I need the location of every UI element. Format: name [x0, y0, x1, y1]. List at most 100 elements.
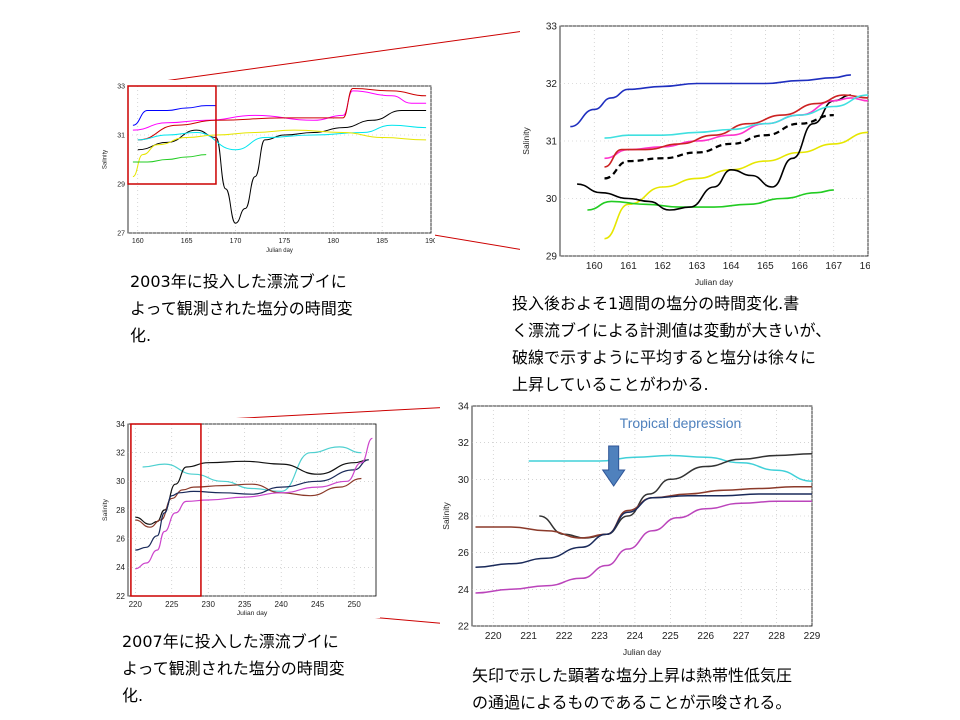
series-line: [570, 74, 851, 128]
series-line: [528, 454, 812, 482]
series-group: [135, 437, 373, 570]
caption-line: 上昇していることがわかる.: [512, 375, 709, 394]
y-axis-label: Salinity: [102, 150, 108, 169]
x-tick-label: 225: [662, 631, 679, 642]
series-line: [475, 500, 812, 594]
x-tick-label: 224: [627, 631, 644, 642]
x-tick-label: 222: [556, 631, 573, 642]
x-tick-label: 229: [804, 631, 820, 642]
caption-line: 2003年に投入した漂流ブイに: [130, 272, 347, 291]
series-line: [132, 154, 207, 163]
x-tick-label: 160: [132, 238, 144, 245]
series-line: [142, 446, 362, 492]
x-axis-label: Julian day: [237, 610, 268, 617]
series-line: [475, 493, 812, 569]
x-tick-label: 245: [311, 600, 325, 609]
caption-2003-full: 2003年に投入した漂流ブイに よって観測された塩分の時間変 化.: [130, 268, 353, 349]
y-tick-label: 24: [116, 563, 125, 572]
series-line: [604, 94, 868, 139]
chart-2003-full: 160 165 170 175 180 185 190 27 29 31 33 Julian day S…: [100, 80, 435, 255]
x-tick-label: 165: [757, 261, 774, 272]
series-group: [570, 74, 868, 240]
y-tick-label: 34: [458, 402, 470, 413]
y-tick-label: 30: [458, 475, 470, 486]
y-tick-label: 24: [458, 585, 470, 596]
x-tick-label: 170: [230, 238, 242, 245]
x-tick-label: 240: [274, 600, 288, 609]
x-tick-label: 230: [202, 600, 216, 609]
x-axis-label: Julian day: [266, 248, 293, 254]
caption-line: く漂流ブイによる計測値は変動が大きいが、: [512, 321, 832, 340]
x-tick-label: 160: [586, 261, 603, 272]
series-line: [604, 113, 834, 180]
x-axis-label: Julian day: [623, 647, 662, 657]
caption-line: 投入後およそ1週間の塩分の時間変化.書: [512, 294, 800, 313]
y-tick-label: 34: [116, 420, 125, 429]
x-tick-label: 227: [733, 631, 750, 642]
caption-2003-zoom: 投入後およそ1週間の塩分の時間変化.書 く漂流ブイによる計測値は変動が大きいが、…: [512, 290, 831, 398]
caption-line: 化.: [122, 686, 144, 705]
chart-2007-zoom: 220 221 222 223 224 225 226 227 228 229 22 24 26 28 30…: [440, 400, 820, 658]
x-tick-label: 168: [860, 261, 870, 272]
x-tick-label: 223: [591, 631, 608, 642]
y-tick-label: 22: [116, 592, 125, 601]
y-tick-label: 26: [116, 534, 125, 543]
annotation-label: Tropical depression: [620, 415, 742, 431]
series-line: [587, 189, 834, 211]
series-line: [137, 124, 427, 151]
series-group: [132, 88, 427, 224]
caption-2007-full: 2007年に投入した漂流ブイに よって観測された塩分の時間変 化.: [122, 628, 345, 709]
series-line: [132, 129, 427, 178]
chart-2007-full: 220 225 230 235 240 245 250 22 24 26 28 30 32 34 Julia…: [100, 418, 380, 618]
caption-line: 化.: [130, 326, 152, 345]
x-tick-label: 226: [697, 631, 714, 642]
x-tick-label: 221: [520, 631, 537, 642]
series-group: [475, 452, 812, 594]
y-axis-label: Salinity: [441, 502, 451, 530]
x-tick-label: 235: [238, 600, 252, 609]
series-line: [135, 459, 369, 551]
x-tick-label: 164: [723, 261, 740, 272]
connector-line: [127, 25, 561, 87]
x-tick-label: 163: [689, 261, 706, 272]
arrow-down-icon: [601, 445, 626, 487]
x-tick-label: 228: [768, 631, 785, 642]
plot-area: [127, 85, 432, 234]
x-axis-label: Julian day: [695, 277, 734, 287]
y-tick-label: 31: [117, 132, 125, 139]
caption-line: 矢印で示した顕著な塩分上昇は熱帯性低気圧: [472, 666, 793, 685]
y-tick-label: 32: [116, 448, 125, 457]
y-tick-label: 27: [117, 230, 125, 237]
caption-line: 2007年に投入した漂流ブイに: [122, 632, 339, 651]
zoom-box: [130, 423, 202, 597]
plot-area: [559, 25, 869, 257]
caption-line: よって観測された塩分の時間変: [130, 299, 353, 318]
series-line: [604, 97, 868, 160]
series-line: [135, 437, 373, 570]
y-tick-label: 28: [458, 512, 470, 523]
x-tick-label: 167: [825, 261, 842, 272]
series-line: [137, 88, 427, 141]
x-tick-label: 220: [485, 631, 502, 642]
y-tick-label: 30: [546, 194, 558, 205]
chart-2003-zoom: 160 161 162 163 164 165 166 167 168 29 30 31 32 33 Jul…: [520, 20, 870, 288]
series-line: [137, 110, 427, 224]
series-line: [132, 105, 216, 126]
series-line: [577, 94, 851, 211]
caption-line: よって観測された塩分の時間変: [122, 659, 345, 678]
y-axis-label: Salinity: [102, 498, 109, 521]
y-tick-label: 32: [546, 79, 558, 90]
x-tick-label: 220: [129, 600, 143, 609]
caption-line: 破線で示すように平均すると塩分は徐々に: [512, 348, 817, 367]
y-tick-label: 22: [458, 622, 470, 633]
y-tick-label: 32: [458, 438, 470, 449]
y-tick-label: 33: [546, 22, 558, 33]
x-tick-label: 180: [327, 238, 339, 245]
caption-2007-zoom: 矢印で示した顕著な塩分上昇は熱帯性低気圧 の通過によるものであることが示唆される…: [472, 662, 792, 716]
x-tick-label: 166: [791, 261, 808, 272]
y-tick-label: 29: [546, 252, 558, 263]
y-tick-label: 29: [117, 181, 125, 188]
y-tick-label: 33: [117, 83, 125, 90]
x-tick-label: 190: [425, 238, 435, 245]
y-tick-label: 31: [546, 137, 558, 148]
